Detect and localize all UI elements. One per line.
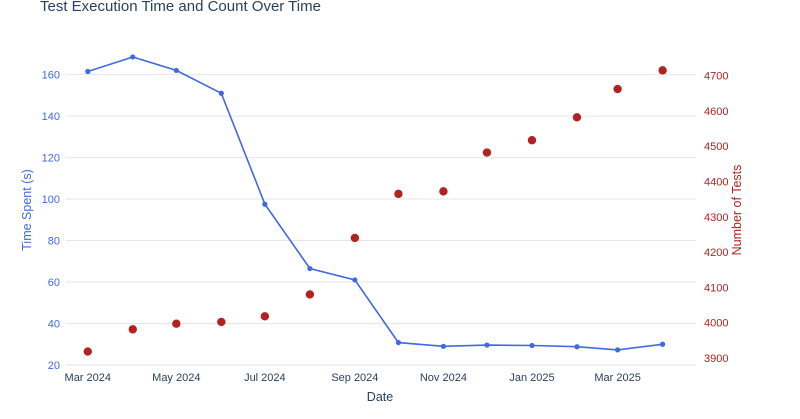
time-spent-point	[85, 68, 91, 75]
left-tick-label: 120	[42, 153, 60, 165]
right-axis-label: Number of Tests	[730, 165, 744, 256]
x-axis-label: Date	[367, 390, 393, 404]
x-tick-label: Nov 2024	[420, 372, 467, 384]
time-spent-point	[615, 347, 621, 353]
number-of-tests-point	[658, 66, 667, 75]
right-tick-label: 4400	[704, 177, 728, 189]
gridlines	[66, 74, 696, 366]
left-axis-label: Time Spent (s)	[20, 169, 34, 251]
x-axis-ticks: Mar 2024 May 2024 Jul 2024 Sep 2024 Nov 2024…	[65, 372, 641, 384]
time-spent-point	[173, 67, 179, 74]
number-of-tests-point	[613, 84, 622, 94]
left-tick-label: 40	[48, 319, 60, 331]
time-spent-point	[307, 265, 313, 272]
number-of-tests-point	[217, 317, 226, 327]
right-tick-label: 4300	[704, 212, 728, 224]
number-of-tests-point	[172, 319, 181, 328]
time-spent-point	[484, 342, 490, 348]
number-of-tests-point	[394, 189, 403, 199]
left-tick-label: 100	[42, 194, 60, 206]
time-spent-point	[395, 339, 402, 346]
x-tick-label: May 2024	[152, 372, 200, 384]
right-tick-label: 4100	[704, 282, 728, 294]
time-spent-point	[218, 90, 224, 96]
time-spent-point	[352, 277, 358, 283]
right-tick-label: 4500	[704, 141, 728, 153]
time-spent-series	[85, 54, 666, 353]
left-axis-ticks: 20 40 60 80 100 120 140 160	[42, 70, 60, 372]
right-tick-label: 4600	[704, 106, 728, 118]
x-tick-label: Jan 2025	[509, 372, 554, 384]
right-tick-label: 3900	[704, 353, 728, 365]
time-spent-point	[440, 343, 447, 349]
number-of-tests-point	[83, 347, 92, 356]
x-tick-label: Jul 2024	[244, 372, 286, 384]
right-tick-label: 4000	[704, 318, 728, 330]
time-spent-point	[660, 341, 666, 347]
number-of-tests-point	[527, 136, 537, 145]
left-tick-label: 60	[48, 277, 60, 289]
number-of-tests-point	[260, 312, 270, 321]
time-spent-point	[262, 201, 268, 207]
number-of-tests-point	[482, 148, 492, 157]
number-of-tests-point	[572, 113, 582, 122]
x-tick-label: Mar 2025	[594, 372, 640, 384]
number-of-tests-point	[439, 187, 448, 196]
right-tick-label: 4700	[704, 71, 728, 83]
number-of-tests-point	[128, 325, 137, 334]
left-tick-label: 140	[42, 111, 60, 123]
left-tick-label: 160	[42, 70, 60, 82]
time-spent-point	[574, 344, 580, 350]
time-spent-point	[529, 342, 535, 349]
left-tick-label: 20	[48, 360, 60, 372]
right-axis-ticks: 3900 4000 4100 4200 4300 4400 4500 4600 4700	[704, 71, 728, 365]
time-spent-point	[130, 54, 136, 60]
left-tick-label: 80	[48, 236, 60, 248]
number-of-tests-series	[83, 66, 667, 356]
right-tick-label: 4200	[704, 247, 728, 259]
number-of-tests-point	[350, 233, 360, 243]
x-tick-label: Mar 2024	[65, 372, 111, 384]
number-of-tests-point	[305, 290, 315, 299]
x-tick-label: Sep 2024	[331, 372, 378, 384]
chart-title: Test Execution Time and Count Over Time	[40, 0, 321, 15]
time-spent-line	[87, 56, 663, 351]
